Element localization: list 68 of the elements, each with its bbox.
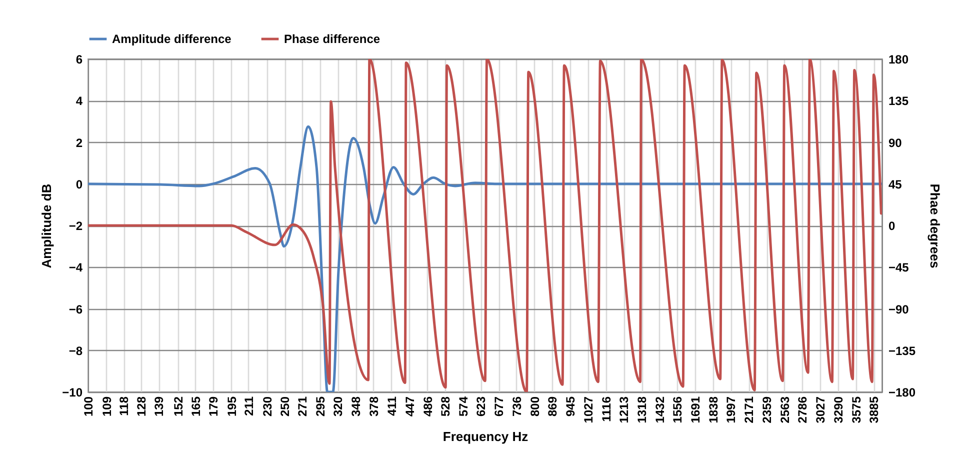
y-tick-label: 2 — [76, 136, 83, 150]
y2-tick-label: 90 — [888, 136, 902, 150]
y-tick-label: −4 — [68, 260, 83, 275]
x-tick-label: 677 — [492, 396, 506, 417]
x-tick-label: 179 — [206, 396, 220, 417]
x-tick-label: 118 — [117, 396, 132, 416]
x-tick-label: 1318 — [635, 396, 650, 424]
x-tick-label: 1838 — [706, 396, 720, 424]
x-tick-label: 1556 — [670, 396, 685, 424]
x-tick-label: 2563 — [778, 396, 792, 424]
x-tick-label: 128 — [134, 396, 148, 417]
x-tick-label: 109 — [100, 396, 114, 417]
x-tick-label: 100 — [82, 396, 96, 417]
x-tick-label: 447 — [402, 396, 417, 417]
y-axis-title: Amplitude dB — [39, 184, 54, 268]
x-tick-label: 574 — [456, 396, 471, 417]
x-tick-label: 945 — [564, 396, 578, 417]
y-tick-label: −8 — [68, 344, 83, 358]
x-tick-label: 1997 — [724, 396, 738, 424]
legend-label: Amplitude difference — [112, 32, 232, 46]
x-tick-label: 271 — [296, 396, 310, 417]
y2-tick-label: −90 — [888, 302, 910, 316]
y2-tick-label: −135 — [888, 344, 916, 358]
x-tick-label: 800 — [528, 396, 542, 417]
x-tick-label: 378 — [366, 396, 381, 417]
x-tick-label: 2359 — [760, 396, 774, 424]
legend-label: Phase difference — [284, 32, 380, 46]
y-tick-label: −6 — [68, 302, 83, 316]
x-tick-label: 195 — [224, 396, 239, 417]
x-tick-label: 3575 — [849, 396, 864, 424]
x-tick-label: 736 — [510, 396, 524, 417]
x-tick-label: 1116 — [599, 396, 614, 422]
x-axis-title: Frequency Hz — [442, 429, 529, 444]
y2-tick-label: 0 — [888, 219, 896, 233]
x-tick-label: 486 — [420, 396, 435, 417]
y2-tick-label: 45 — [888, 177, 902, 192]
x-tick-label: 1691 — [688, 396, 703, 424]
x-tick-label: 165 — [189, 396, 203, 417]
x-tick-label: 3027 — [814, 396, 828, 424]
x-tick-label: 230 — [260, 396, 274, 417]
y2-axis-title: Phae degrees — [928, 184, 943, 268]
x-tick-label: 1213 — [617, 396, 632, 424]
x-tick-label: 139 — [152, 396, 166, 417]
x-tick-label: 348 — [349, 396, 364, 417]
y-tick-label: 6 — [76, 52, 83, 66]
x-tick-label: 623 — [474, 396, 488, 417]
x-tick-label: 211 — [242, 396, 256, 416]
y2-tick-label: −180 — [888, 386, 916, 400]
x-tick-label: 2786 — [796, 396, 810, 424]
y2-tick-label: −45 — [888, 260, 910, 275]
x-tick-label: 528 — [438, 396, 453, 417]
x-tick-label: 1432 — [652, 396, 667, 424]
x-tick-label: 3885 — [867, 396, 882, 424]
x-tick-label: 152 — [171, 396, 186, 417]
x-tick-label: 869 — [546, 396, 560, 417]
y-tick-label: −10 — [62, 386, 83, 400]
y2-tick-label: 180 — [888, 52, 909, 66]
x-tick-label: 3290 — [831, 396, 846, 424]
x-tick-label: 250 — [278, 396, 292, 417]
x-tick-label: 1027 — [582, 396, 596, 424]
x-tick-label: 2171 — [742, 396, 756, 424]
y-tick-label: 0 — [76, 177, 83, 192]
x-tick-label: 411 — [384, 396, 399, 416]
y2-tick-label: 135 — [888, 94, 909, 108]
y-tick-label: −2 — [68, 219, 83, 233]
x-tick-label: 295 — [314, 396, 328, 417]
x-tick-label: 320 — [331, 396, 346, 417]
y-tick-label: 4 — [76, 94, 83, 108]
